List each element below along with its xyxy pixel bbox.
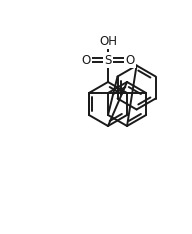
- Text: O: O: [81, 54, 91, 66]
- Text: OH: OH: [99, 35, 117, 48]
- Text: O: O: [125, 54, 135, 66]
- Text: S: S: [104, 54, 112, 66]
